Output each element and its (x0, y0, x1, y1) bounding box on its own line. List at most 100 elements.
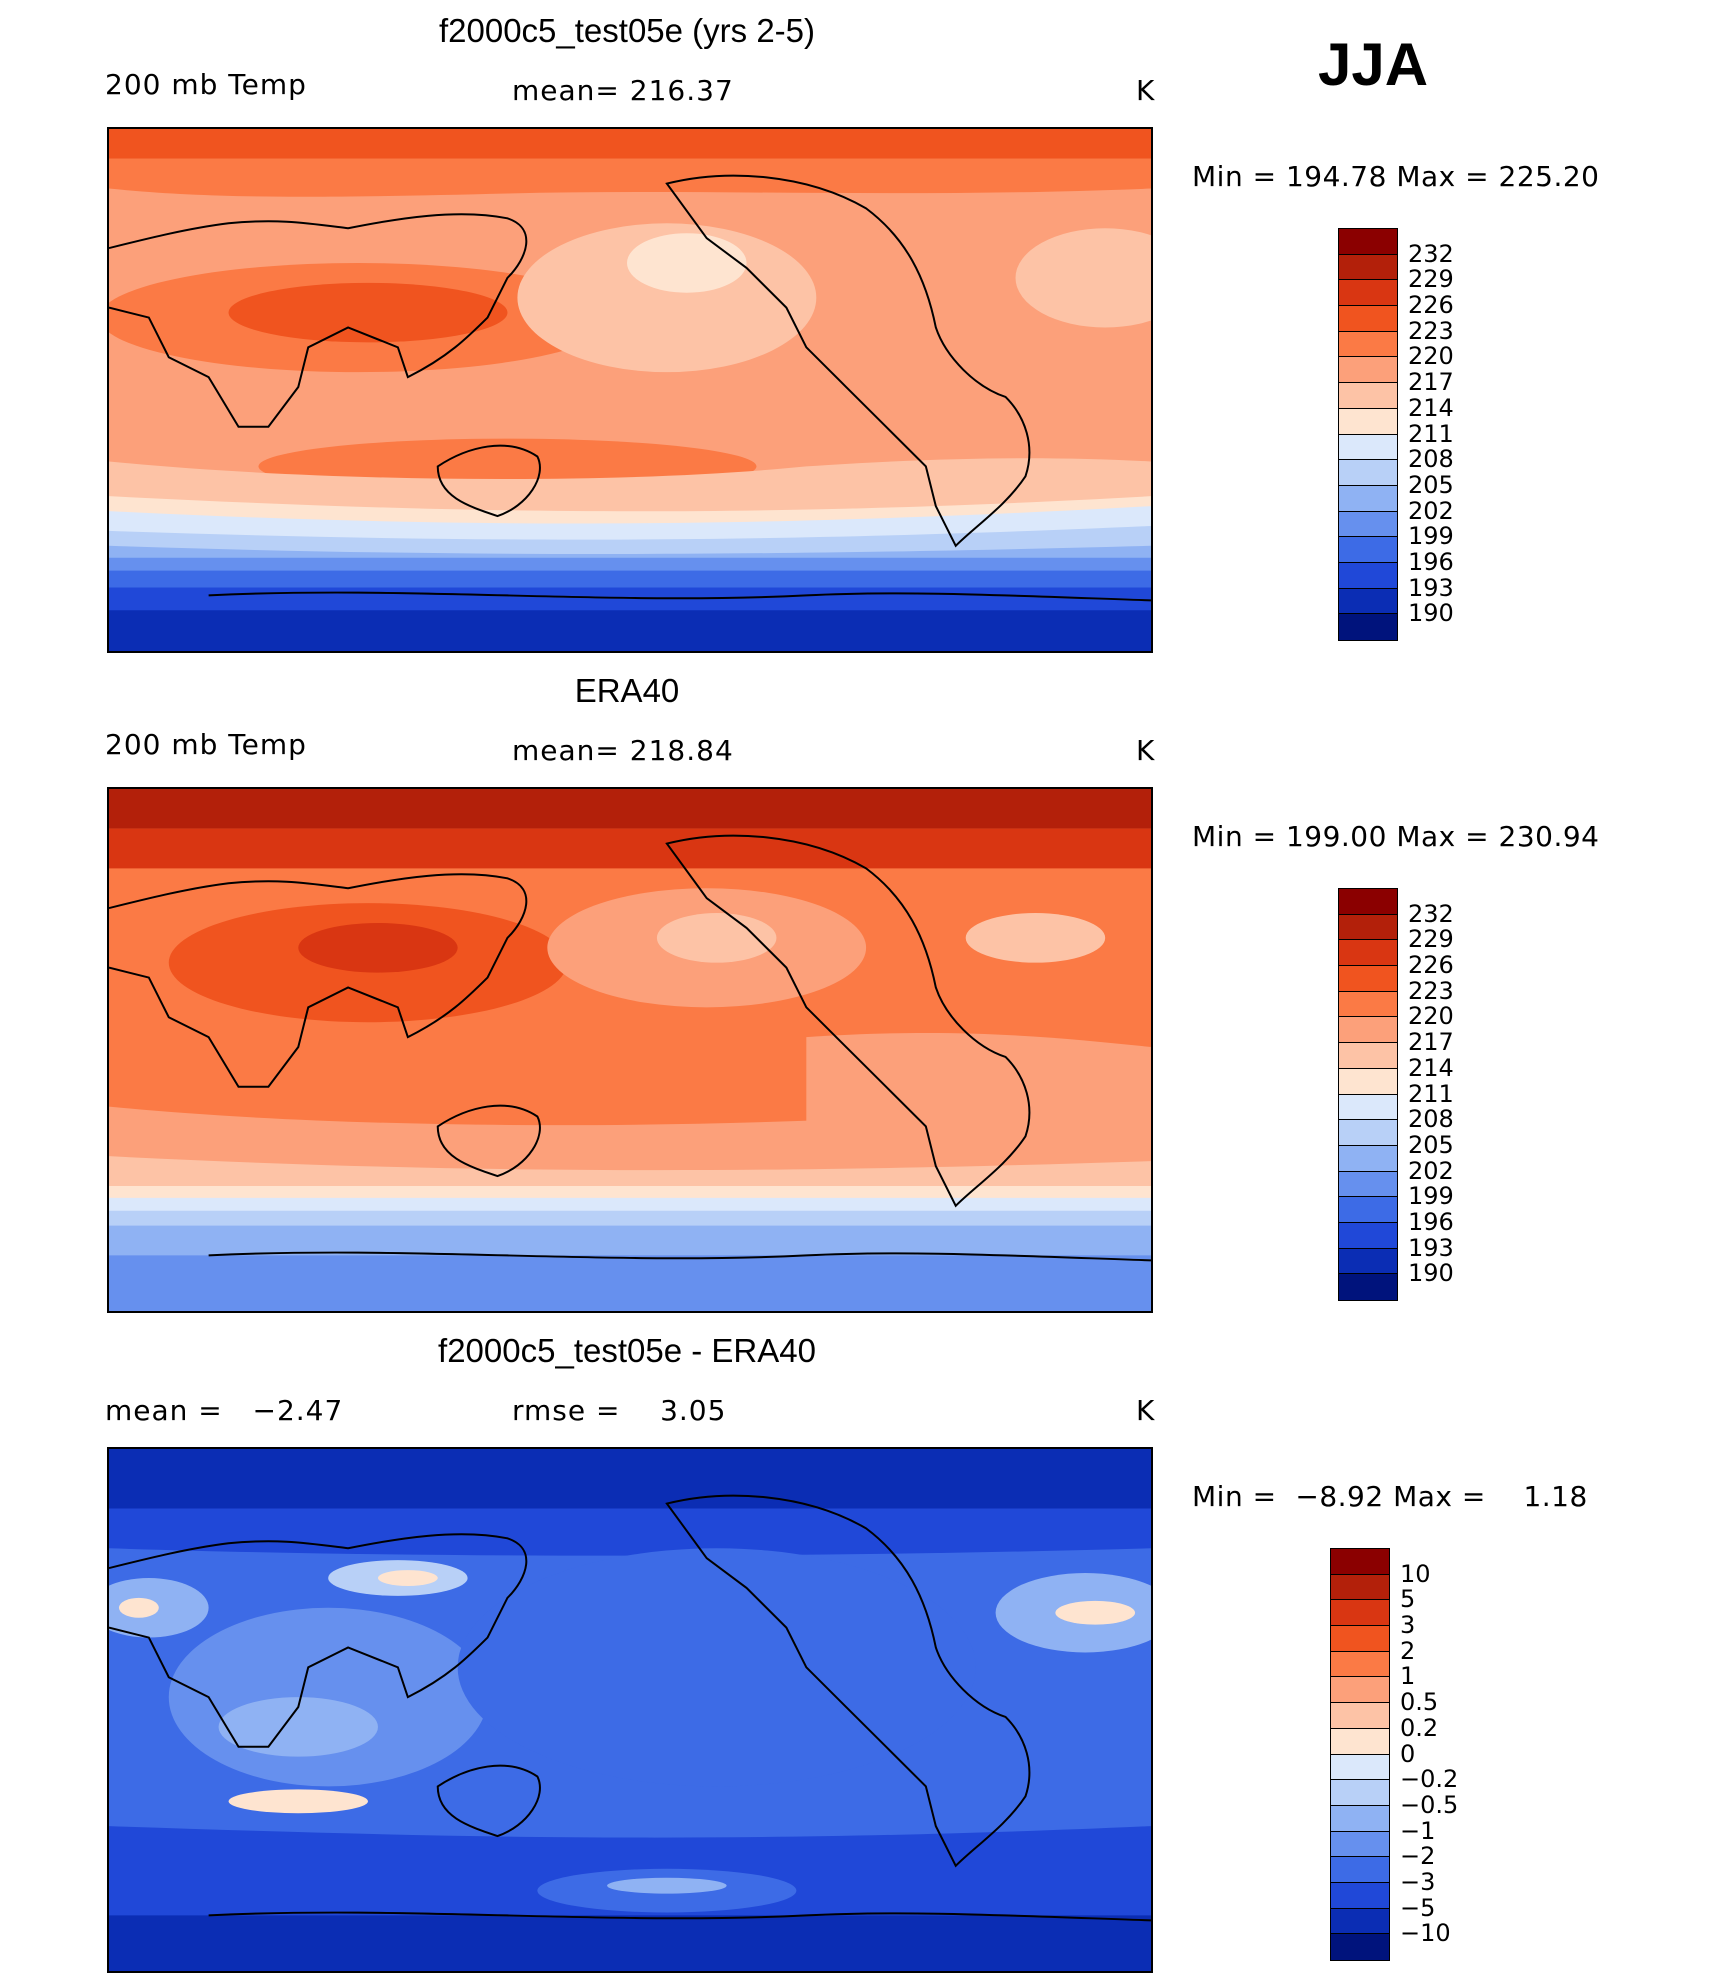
colorbar-swatch (1331, 1626, 1389, 1652)
panel3-rmse-label: rmse = (512, 1394, 621, 1427)
coast-eurasia-africa (109, 213, 528, 428)
colorbar-label: 5 (1400, 1585, 1416, 1614)
panel3-rmse-value: 3.05 (660, 1394, 727, 1427)
coast-australia (436, 1764, 541, 1838)
coast-americas (665, 174, 1031, 548)
panel3-map (107, 1447, 1153, 1973)
panel2-units: K (1136, 734, 1156, 767)
colorbar-swatch (1339, 229, 1397, 255)
colorbar-label: 220 (1408, 1002, 1454, 1031)
colorbar-label: 193 (1408, 573, 1454, 602)
colorbar-swatch (1331, 1574, 1389, 1601)
colorbar-swatch (1331, 1600, 1389, 1627)
colorbar-swatch (1339, 1171, 1397, 1198)
colorbar-label: 217 (1408, 1028, 1454, 1057)
field-southern-zone7 (109, 1255, 1151, 1311)
colorbar-label: 3 (1400, 1611, 1416, 1640)
colorbar-label: −5 (1400, 1893, 1436, 1922)
colorbar-swatch (1339, 280, 1397, 307)
field-south-anomaly (228, 1789, 369, 1814)
colorbar-swatch (1339, 914, 1397, 941)
colorbar-label: −0.2 (1400, 1765, 1459, 1794)
panel1-colorbar-labels: 232 229 226 223 220 217 214 211 208 205 202 199 196 1… (1408, 228, 1528, 641)
field-north-zone (109, 158, 1151, 197)
field-indian-anomaly (168, 1607, 488, 1787)
panel2-mean: mean= 218.84 (512, 734, 734, 767)
colorbar-swatch (1331, 1703, 1389, 1729)
colorbar-swatch (1331, 1754, 1389, 1781)
field-north-band (109, 1449, 1151, 1509)
colorbar-swatch (1331, 1549, 1389, 1575)
panel1-mean-value: 216.37 (629, 74, 734, 107)
colorbar-label: 208 (1408, 1105, 1454, 1134)
colorbar-label: 0 (1400, 1739, 1416, 1768)
colorbar-swatch (1339, 562, 1397, 589)
panel1-title: f2000c5_test05e (yrs 2-5) (438, 12, 816, 49)
colorbar-label: 205 (1408, 470, 1454, 499)
colorbar-swatch (1331, 1882, 1389, 1909)
field-pacific-core (656, 913, 777, 963)
panel3-mean: mean = −2.47 (105, 1394, 343, 1427)
colorbar-label: 232 (1408, 239, 1454, 268)
panel3-map-svg (109, 1449, 1151, 1971)
colorbar-label: −0.5 (1400, 1790, 1459, 1819)
colorbar-swatch (1339, 991, 1397, 1018)
colorbar-swatch (1339, 306, 1397, 332)
colorbar-swatch (1331, 1677, 1389, 1704)
panel3-rmse: rmse = 3.05 (512, 1394, 726, 1427)
panel1-max-value: 225.20 (1498, 160, 1600, 193)
colorbar-label: 226 (1408, 291, 1454, 320)
panel1-mean: mean= 216.37 (512, 74, 734, 107)
coast-antarctica (208, 1251, 1151, 1262)
field-pacific (457, 1548, 976, 1787)
panel1-units: K (1136, 74, 1156, 107)
panel1-mean-label: mean= (512, 74, 620, 107)
panel1-variable-label: 200 mb Temp (105, 68, 307, 101)
colorbar-label: 193 (1408, 1233, 1454, 1262)
colorbar-swatch (1339, 889, 1397, 915)
colorbar-label: 229 (1408, 925, 1454, 954)
colorbar-label: 229 (1408, 265, 1454, 294)
colorbar-label: 232 (1408, 899, 1454, 928)
colorbar-swatch (1339, 1274, 1397, 1300)
colorbar-swatch (1339, 408, 1397, 435)
colorbar-label: 217 (1408, 368, 1454, 397)
panel2-map-svg (109, 789, 1151, 1311)
panel2-map (107, 787, 1153, 1313)
colorbar-swatch (1339, 383, 1397, 409)
field-mideast-core (377, 1570, 438, 1586)
panel1-max-label: Max = (1396, 160, 1490, 193)
colorbar-swatch (1331, 1651, 1389, 1678)
panel3-max-label: Max = (1393, 1480, 1486, 1513)
colorbar-label: 196 (1408, 1207, 1454, 1236)
panel2-mean-label: mean= (512, 734, 620, 767)
colorbar-label: 211 (1408, 1079, 1454, 1108)
colorbar-swatch (1339, 254, 1397, 281)
panel2-title: ERA40 (574, 672, 680, 709)
panel2-variable-label: 200 mb Temp (105, 728, 307, 761)
colorbar-label: −1 (1400, 1816, 1436, 1845)
field-pacific-core (627, 233, 747, 293)
panel3-units: K (1136, 1394, 1156, 1427)
colorbar-swatch (1339, 1197, 1397, 1223)
coast-antarctica (208, 591, 1151, 602)
colorbar-label: 205 (1408, 1130, 1454, 1159)
panel3-max-value: 1.18 (1523, 1480, 1588, 1513)
panel1-map (107, 127, 1153, 653)
panel2-min-label: Min = (1192, 820, 1277, 853)
colorbar-swatch (1331, 1831, 1389, 1858)
colorbar-label: −3 (1400, 1867, 1436, 1896)
colorbar-swatch (1331, 1728, 1389, 1755)
colorbar-label: 10 (1400, 1559, 1431, 1588)
coast-australia (436, 1104, 541, 1178)
panel2-colorbar (1338, 888, 1398, 1301)
coast-eurasia-africa (109, 1533, 528, 1748)
colorbar-label: 2 (1400, 1636, 1416, 1665)
colorbar-label: −10 (1400, 1919, 1451, 1948)
colorbar-label: 220 (1408, 342, 1454, 371)
panel3-mean-label: mean = (105, 1394, 223, 1427)
field-southern-zone2 (109, 1915, 1151, 1971)
panel2-mean-value: 218.84 (629, 734, 734, 767)
colorbar-swatch (1339, 940, 1397, 967)
colorbar-swatch (1339, 1043, 1397, 1069)
